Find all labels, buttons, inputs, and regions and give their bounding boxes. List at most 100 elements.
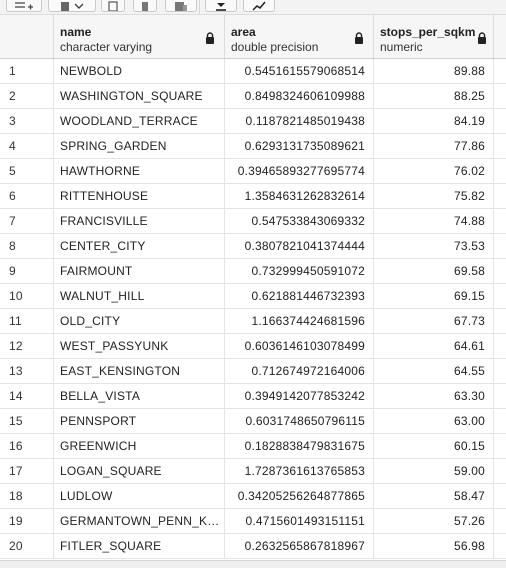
- cell-stops-per-sqkm[interactable]: 69.58: [374, 259, 494, 283]
- cell-name[interactable]: HAWTHORNE: [54, 159, 225, 183]
- cell-stops-per-sqkm[interactable]: 74.88: [374, 209, 494, 233]
- table-row[interactable]: 18 LUDLOW 0.34205256264877865 58.47: [0, 484, 506, 509]
- cell-area[interactable]: 1.166374424681596: [225, 309, 374, 333]
- cell-area[interactable]: 0.1187821485019438: [225, 109, 374, 133]
- cell-stops-per-sqkm[interactable]: 60.15: [374, 434, 494, 458]
- cell-stops-per-sqkm[interactable]: 73.53: [374, 234, 494, 258]
- cell-area[interactable]: 0.1828838479831675: [225, 434, 374, 458]
- table-row[interactable]: 19 GERMANTOWN_PENN_KN... 0.471560149315115…: [0, 509, 506, 534]
- column-header-area[interactable]: area double precision: [225, 15, 374, 58]
- graph-icon: [252, 1, 266, 11]
- cell-stops-per-sqkm[interactable]: 57.26: [374, 509, 494, 533]
- cell-area[interactable]: 0.6031748650796115: [225, 409, 374, 433]
- table-row[interactable]: 6 RITTENHOUSE 1.3584631262832614 75.82: [0, 184, 506, 209]
- column-header-stops-per-sqkm[interactable]: stops_per_sqkm numeric: [374, 15, 494, 58]
- cell-area[interactable]: 0.621881446732393: [225, 284, 374, 308]
- add-row-button[interactable]: [6, 0, 42, 12]
- table-row[interactable]: 4 SPRING_GARDEN 0.6293131735089621 77.86: [0, 134, 506, 159]
- cell-name[interactable]: PENNSPORT: [54, 409, 225, 433]
- delete-button[interactable]: [133, 0, 157, 12]
- cell-area[interactable]: 0.5451615579068514: [225, 59, 374, 83]
- cell-name[interactable]: WALNUT_HILL: [54, 284, 225, 308]
- copy-button[interactable]: [48, 0, 96, 12]
- table-row[interactable]: 9 FAIRMOUNT 0.732999450591072 69.58: [0, 259, 506, 284]
- cell-name[interactable]: WOODLAND_TERRACE: [54, 109, 225, 133]
- cell-area[interactable]: 1.3584631262832614: [225, 184, 374, 208]
- table-row[interactable]: 8 CENTER_CITY 0.3807821041374444 73.53: [0, 234, 506, 259]
- cell-area[interactable]: 0.4715601493151151: [225, 509, 374, 533]
- cell-stops-per-sqkm[interactable]: 63.00: [374, 409, 494, 433]
- cell-stops-per-sqkm[interactable]: 64.55: [374, 359, 494, 383]
- cell-area[interactable]: 0.3949142077853242: [225, 384, 374, 408]
- cell-name[interactable]: LOGAN_SQUARE: [54, 459, 225, 483]
- cell-name[interactable]: OLD_CITY: [54, 309, 225, 333]
- cell-stops-per-sqkm[interactable]: 77.86: [374, 134, 494, 158]
- empty-cell: [494, 434, 506, 458]
- cell-stops-per-sqkm[interactable]: 67.73: [374, 309, 494, 333]
- cell-stops-per-sqkm[interactable]: 63.30: [374, 384, 494, 408]
- graph-button[interactable]: [243, 0, 275, 12]
- cell-area[interactable]: 0.3807821041374444: [225, 234, 374, 258]
- cell-name[interactable]: FRANCISVILLE: [54, 209, 225, 233]
- cell-name[interactable]: GREENWICH: [54, 434, 225, 458]
- download-button[interactable]: [205, 0, 237, 12]
- cell-name[interactable]: LUDLOW: [54, 484, 225, 508]
- cell-name[interactable]: CENTER_CITY: [54, 234, 225, 258]
- cell-stops-per-sqkm[interactable]: 58.47: [374, 484, 494, 508]
- cell-name[interactable]: WASHINGTON_SQUARE: [54, 84, 225, 108]
- row-number: 16: [0, 434, 54, 458]
- cell-name[interactable]: BELLA_VISTA: [54, 384, 225, 408]
- cell-area[interactable]: 0.732999450591072: [225, 259, 374, 283]
- cell-stops-per-sqkm[interactable]: 75.82: [374, 184, 494, 208]
- table-row[interactable]: 7 FRANCISVILLE 0.547533843069332 74.88: [0, 209, 506, 234]
- cell-stops-per-sqkm[interactable]: 76.02: [374, 159, 494, 183]
- table-row[interactable]: 15 PENNSPORT 0.6031748650796115 63.00: [0, 409, 506, 434]
- table-row[interactable]: 10 WALNUT_HILL 0.621881446732393 69.15: [0, 284, 506, 309]
- cell-name[interactable]: GERMANTOWN_PENN_KN...: [54, 509, 225, 533]
- cell-name[interactable]: SPRING_GARDEN: [54, 134, 225, 158]
- cell-name[interactable]: WEST_PASSYUNK: [54, 334, 225, 358]
- cell-name[interactable]: NEWBOLD: [54, 59, 225, 83]
- cell-stops-per-sqkm[interactable]: 69.15: [374, 284, 494, 308]
- cell-area[interactable]: 0.547533843069332: [225, 209, 374, 233]
- table-row[interactable]: 17 LOGAN_SQUARE 1.7287361613765853 59.00: [0, 459, 506, 484]
- cell-stops-per-sqkm[interactable]: 59.00: [374, 459, 494, 483]
- cell-name[interactable]: FAIRMOUNT: [54, 259, 225, 283]
- cell-area[interactable]: 0.34205256264877865: [225, 484, 374, 508]
- table-row[interactable]: 5 HAWTHORNE 0.39465893277695774 76.02: [0, 159, 506, 184]
- cell-area[interactable]: 0.39465893277695774: [225, 159, 374, 183]
- cell-area[interactable]: 1.7287361613765853: [225, 459, 374, 483]
- cell-stops-per-sqkm[interactable]: 84.19: [374, 109, 494, 133]
- table-row[interactable]: 3 WOODLAND_TERRACE 0.1187821485019438 84.19: [0, 109, 506, 134]
- cell-area[interactable]: 0.712674972164006: [225, 359, 374, 383]
- table-row[interactable]: 20 FITLER_SQUARE 0.2632565867818967 56.98: [0, 534, 506, 559]
- cell-area[interactable]: 0.8498324606109988: [225, 84, 374, 108]
- download-icon: [216, 3, 226, 11]
- horizontal-scrollbar[interactable]: [0, 560, 506, 568]
- table-row[interactable]: 13 EAST_KENSINGTON 0.712674972164006 64.55: [0, 359, 506, 384]
- column-header-name[interactable]: name character varying: [54, 15, 225, 58]
- database-icon: [175, 2, 187, 11]
- table-row[interactable]: 12 WEST_PASSYUNK 0.6036146103078499 64.61: [0, 334, 506, 359]
- cell-stops-per-sqkm[interactable]: 88.25: [374, 84, 494, 108]
- cell-name[interactable]: RITTENHOUSE: [54, 184, 225, 208]
- cell-stops-per-sqkm[interactable]: 89.88: [374, 59, 494, 83]
- table-row[interactable]: 16 GREENWICH 0.1828838479831675 60.15: [0, 434, 506, 459]
- table-row[interactable]: 1 NEWBOLD 0.5451615579068514 89.88: [0, 59, 506, 84]
- empty-cell: [494, 184, 506, 208]
- cell-name[interactable]: FITLER_SQUARE: [54, 534, 225, 558]
- cell-area[interactable]: 0.6036146103078499: [225, 334, 374, 358]
- paste-button[interactable]: [101, 0, 125, 12]
- cell-stops-per-sqkm[interactable]: 64.61: [374, 334, 494, 358]
- cell-stops-per-sqkm[interactable]: 56.98: [374, 534, 494, 558]
- cell-area[interactable]: 0.6293131735089621: [225, 134, 374, 158]
- empty-cell: [494, 509, 506, 533]
- table-row[interactable]: 14 BELLA_VISTA 0.3949142077853242 63.30: [0, 384, 506, 409]
- column-type: character varying: [60, 40, 153, 54]
- table-row[interactable]: 11 OLD_CITY 1.166374424681596 67.73: [0, 309, 506, 334]
- database-button[interactable]: [165, 0, 197, 12]
- table-row[interactable]: 2 WASHINGTON_SQUARE 0.8498324606109988 88.2…: [0, 84, 506, 109]
- grid-body: 1 NEWBOLD 0.5451615579068514 89.88 2 WASHINGT…: [0, 59, 506, 559]
- cell-name[interactable]: EAST_KENSINGTON: [54, 359, 225, 383]
- cell-area[interactable]: 0.2632565867818967: [225, 534, 374, 558]
